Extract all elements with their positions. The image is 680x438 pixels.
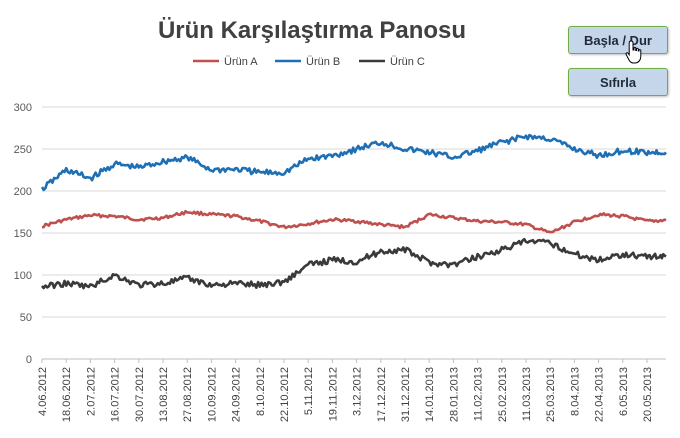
start-stop-button[interactable]: Başla / Dur bbox=[568, 26, 668, 54]
x-tick-label: 13.08.2012 bbox=[158, 367, 170, 422]
chart-legend: Ürün A Ürün B Ürün C bbox=[193, 56, 425, 68]
hand-pointer-icon bbox=[625, 40, 642, 64]
x-tick-label: 18.06.2012 bbox=[61, 367, 73, 422]
x-tick-label: 20.05.2013 bbox=[642, 367, 654, 422]
y-tick-label: 100 bbox=[14, 270, 32, 282]
x-tick-label: 24.09.2012 bbox=[231, 367, 243, 422]
y-axis: 0 50 100 150 200 250 300 bbox=[14, 102, 32, 366]
series-line-3 bbox=[40, 237, 667, 290]
x-tick-label: 16.07.2012 bbox=[110, 367, 122, 422]
legend-label: Ürün B bbox=[306, 56, 340, 68]
x-tick-label: 25.02.2013 bbox=[497, 367, 509, 422]
chart-gridlines bbox=[42, 106, 666, 318]
y-tick-label: 250 bbox=[14, 144, 32, 156]
reset-button[interactable]: Sıfırla bbox=[568, 68, 668, 96]
x-tick-label: 22.04.2013 bbox=[594, 367, 606, 422]
x-tick-label: 28.01.2013 bbox=[448, 367, 460, 422]
x-tick-label: 10.09.2012 bbox=[206, 367, 218, 422]
x-tick-label: 3.12.2012 bbox=[352, 367, 364, 416]
x-tick-label: 22.10.2012 bbox=[279, 367, 291, 422]
series-line-2 bbox=[40, 133, 667, 192]
series-line-1 bbox=[41, 209, 667, 234]
x-tick-label: 25.03.2013 bbox=[545, 367, 557, 422]
x-axis: 4.06.2012 18.06.2012 2.07.2012 16.07.2012 30… bbox=[37, 358, 666, 422]
x-tick-label: 4.06.2012 bbox=[37, 367, 49, 416]
x-tick-label: 8.04.2013 bbox=[569, 367, 581, 416]
legend-label: Ürün A bbox=[224, 56, 258, 68]
legend-label: Ürün C bbox=[390, 56, 425, 68]
x-tick-label: 27.08.2012 bbox=[182, 367, 194, 422]
x-tick-label: 14.01.2013 bbox=[424, 367, 436, 422]
y-tick-label: 0 bbox=[26, 354, 32, 366]
x-tick-label: 30.07.2012 bbox=[134, 367, 146, 422]
plot-area bbox=[40, 133, 667, 290]
x-tick-label: 6.05.2013 bbox=[618, 367, 630, 416]
y-tick-label: 50 bbox=[20, 312, 32, 324]
y-tick-label: 150 bbox=[14, 228, 32, 240]
x-tick-label: 17.12.2012 bbox=[376, 367, 388, 422]
x-tick-label: 5.11.2012 bbox=[303, 367, 315, 415]
x-tick-label: 11.03.2013 bbox=[521, 367, 533, 421]
y-tick-label: 300 bbox=[14, 102, 32, 114]
x-tick-label: 2.07.2012 bbox=[85, 367, 97, 416]
x-tick-label: 11.02.2013 bbox=[473, 367, 485, 421]
x-tick-label: 31.12.2012 bbox=[400, 367, 412, 422]
x-tick-label: 8.10.2012 bbox=[255, 367, 267, 416]
x-tick-label: 19.11.2012 bbox=[327, 367, 339, 421]
chart-title: Ürün Karşılaştırma Panosu bbox=[158, 17, 466, 44]
y-tick-label: 200 bbox=[14, 186, 32, 198]
